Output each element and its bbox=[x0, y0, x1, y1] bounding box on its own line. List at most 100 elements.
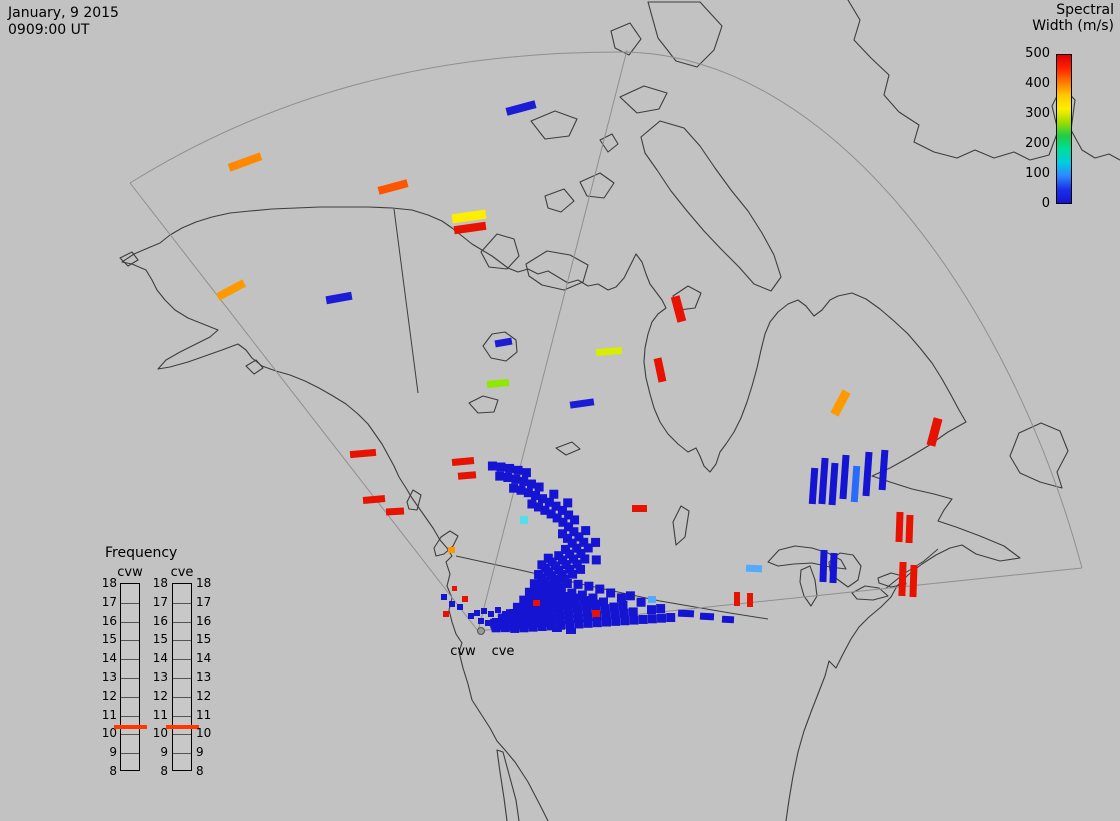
echo-mark bbox=[325, 291, 353, 305]
frequency-tick-label: 8 bbox=[109, 764, 117, 778]
echo-cell bbox=[583, 618, 593, 628]
echo-mark bbox=[830, 389, 851, 417]
echo-mark bbox=[215, 279, 247, 301]
echo-cell bbox=[491, 623, 501, 633]
echo-cell bbox=[600, 604, 610, 614]
echo-cell bbox=[581, 526, 591, 536]
echo-cell bbox=[533, 502, 543, 512]
echo-cell bbox=[579, 596, 589, 606]
frequency-scale-labels-left: 18 17 16 15 14 13 12 11 10 9 8 bbox=[95, 545, 117, 785]
vancouver-island bbox=[433, 530, 459, 557]
echo-cell bbox=[598, 597, 608, 607]
colorbar-tick-label: 200 bbox=[1025, 136, 1050, 151]
echo-cell bbox=[511, 474, 521, 484]
frequency-tick-label: 13 bbox=[196, 670, 212, 684]
echo-mark bbox=[595, 346, 623, 357]
echo-cell bbox=[558, 517, 568, 527]
echo-mark bbox=[592, 610, 600, 617]
echo-cell bbox=[510, 623, 520, 633]
frequency-scale-bar-cve bbox=[166, 583, 199, 771]
echo-cell bbox=[576, 564, 586, 574]
echo-mark bbox=[478, 618, 484, 624]
echo-cell bbox=[625, 591, 635, 601]
great-slave-lake bbox=[468, 395, 499, 414]
frequency-legend-title: Frequency bbox=[105, 545, 178, 561]
echo-cell bbox=[588, 593, 598, 603]
echo-cell bbox=[657, 613, 667, 623]
victoria-island bbox=[525, 250, 589, 291]
echo-cell bbox=[562, 578, 572, 588]
echo-cell bbox=[558, 592, 568, 602]
colorbar-title-line2: Width (m/s) bbox=[1032, 18, 1114, 34]
lake-superior bbox=[767, 545, 847, 570]
newfoundland-island bbox=[1009, 422, 1069, 489]
operating-frequency-marker bbox=[166, 724, 199, 729]
echo-mark bbox=[878, 449, 889, 491]
echo-cell bbox=[629, 615, 639, 625]
echo-cell bbox=[523, 488, 533, 498]
mainland-coastline bbox=[121, 206, 1021, 821]
echo-cell bbox=[592, 618, 602, 628]
echo-mark bbox=[670, 295, 687, 323]
echo-mark bbox=[452, 586, 457, 591]
frequency-scale-labels-middle: 18 17 16 15 14 13 12 11 10 9 8 bbox=[142, 545, 168, 785]
colorbar-tick-labels: 500 400 300 200 100 0 bbox=[1010, 0, 1052, 220]
echo-cell bbox=[572, 543, 582, 553]
echo-mark bbox=[909, 564, 918, 598]
echo-mark bbox=[530, 618, 538, 624]
frequency-tick-label: 9 bbox=[196, 745, 204, 760]
echo-cell bbox=[487, 461, 497, 471]
echo-cell bbox=[519, 623, 529, 633]
echo-cell bbox=[557, 505, 567, 515]
frequency-scale-bar-cvw bbox=[114, 583, 147, 771]
echo-mark bbox=[377, 179, 409, 195]
echo-cell bbox=[583, 543, 593, 553]
echo-cell bbox=[583, 613, 593, 623]
echo-cell bbox=[564, 610, 574, 620]
echo-mark bbox=[926, 417, 943, 447]
echo-cell bbox=[577, 590, 587, 600]
operating-frequency-marker bbox=[114, 724, 147, 729]
colorbar-tick-label: 500 bbox=[1025, 46, 1050, 61]
devon-island bbox=[619, 85, 668, 114]
frequency-bar-divider bbox=[173, 678, 191, 679]
frequency-tick-label: 15 bbox=[152, 632, 168, 647]
echo-mark bbox=[721, 615, 735, 624]
frequency-tick-label: 18 bbox=[152, 576, 168, 590]
echo-cell bbox=[567, 588, 577, 598]
arctic-small-island bbox=[599, 133, 619, 153]
fov-range-arc bbox=[129, 51, 1083, 569]
echo-mark bbox=[506, 622, 512, 628]
echo-mark bbox=[839, 454, 850, 500]
echo-mark bbox=[481, 608, 487, 614]
echo-cell bbox=[549, 489, 559, 499]
echo-cell bbox=[538, 494, 548, 504]
echo-cell bbox=[565, 620, 575, 630]
frequency-tick-label: 12 bbox=[101, 688, 117, 703]
coastline-outlines bbox=[119, 0, 1120, 821]
lake-michigan bbox=[799, 565, 818, 607]
echo-cell bbox=[572, 603, 582, 613]
echo-mark bbox=[862, 451, 873, 497]
echo-mark bbox=[747, 593, 753, 607]
echo-cell bbox=[573, 608, 583, 618]
echo-cell bbox=[570, 515, 580, 525]
echo-cell bbox=[573, 614, 583, 624]
echo-cell bbox=[647, 614, 657, 624]
echo-cell bbox=[591, 555, 601, 565]
frequency-tick-label: 16 bbox=[196, 613, 212, 628]
echo-cell bbox=[500, 623, 510, 633]
echo-cell bbox=[576, 548, 586, 558]
echo-mark bbox=[819, 549, 828, 583]
frequency-bar-divider bbox=[121, 640, 139, 642]
echo-mark bbox=[516, 613, 522, 619]
frequency-bar-divider bbox=[173, 659, 191, 661]
frequency-tick-label: 12 bbox=[152, 688, 168, 703]
melville-island bbox=[530, 110, 578, 140]
frequency-bar-divider bbox=[121, 753, 139, 755]
echo-cell bbox=[579, 537, 589, 547]
frequency-bar-divider bbox=[173, 640, 191, 642]
radar-echo-layer bbox=[215, 100, 943, 634]
great-bear-lake bbox=[482, 331, 518, 362]
